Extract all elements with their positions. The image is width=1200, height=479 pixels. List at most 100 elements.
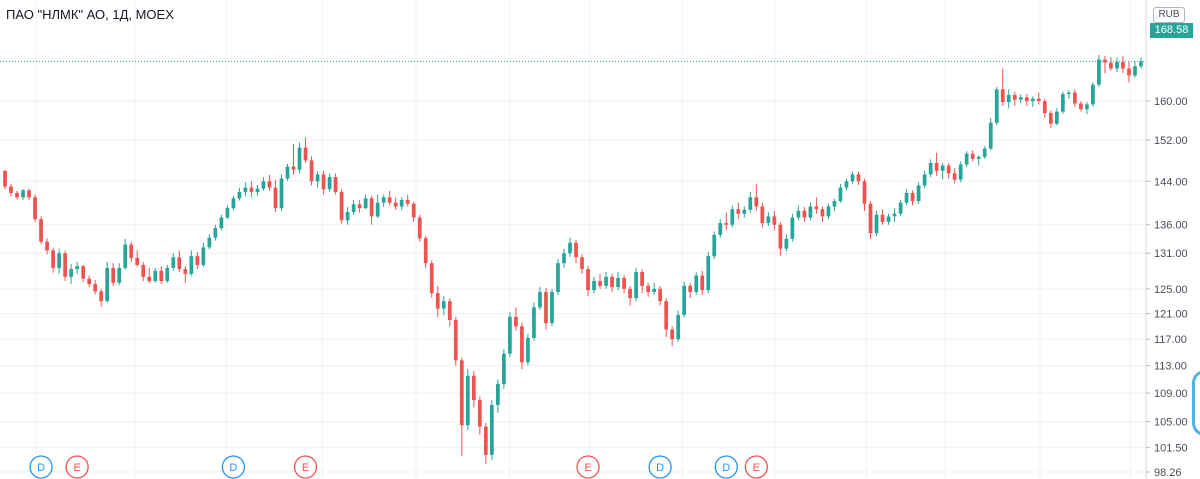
candle-body	[520, 326, 524, 363]
candle-body	[1048, 113, 1053, 124]
candle-body	[1042, 101, 1047, 114]
candle-body	[1073, 92, 1077, 104]
candle-body	[850, 174, 855, 182]
candle-body	[964, 153, 969, 165]
dividend-marker-label: D	[722, 462, 730, 474]
candle-body	[670, 329, 675, 340]
candle-body	[171, 257, 176, 268]
candle-body	[1097, 59, 1101, 85]
candle-body	[628, 288, 632, 299]
earnings-marker	[576, 455, 600, 479]
candle-body	[598, 281, 602, 286]
candle-body	[135, 257, 140, 265]
candle-body	[267, 181, 272, 188]
candle-body	[1091, 84, 1095, 105]
candle-body	[718, 223, 723, 235]
candle-body	[880, 214, 885, 222]
candle-body	[724, 223, 729, 225]
candle-body	[237, 191, 242, 199]
candle-body	[453, 319, 458, 361]
candle-body	[351, 204, 356, 212]
candle-body	[700, 275, 705, 291]
price-tick-label: 109.00	[1154, 388, 1188, 400]
candle-body	[514, 316, 518, 327]
candle-body	[435, 293, 440, 309]
candle-body	[904, 192, 909, 203]
candle-body	[303, 147, 308, 161]
candle-body	[1030, 98, 1035, 102]
candle-body	[970, 153, 975, 159]
candle-body	[39, 219, 43, 242]
candle-body	[33, 197, 37, 220]
candle-body	[748, 197, 753, 210]
candle-body	[387, 197, 392, 203]
candle-body	[375, 202, 380, 217]
candle-body	[820, 209, 825, 217]
candle-body	[417, 217, 422, 239]
candle-body	[574, 242, 578, 258]
candle-body	[532, 307, 536, 338]
candle-body	[321, 174, 326, 190]
candle-body	[21, 190, 25, 198]
candle-body	[429, 263, 434, 294]
candle-body	[1036, 98, 1041, 102]
candle-body	[844, 181, 849, 188]
currency-badge[interactable]: RUB	[1153, 7, 1185, 23]
candle-body	[808, 206, 813, 218]
candle-body	[784, 238, 789, 249]
candle-body	[285, 166, 290, 179]
candle-body	[646, 285, 650, 292]
candle-body	[27, 190, 31, 198]
candle-body	[15, 192, 19, 198]
candle-body	[93, 284, 98, 292]
candle-body	[562, 253, 566, 264]
candle-body	[832, 201, 837, 207]
candle-body	[652, 288, 657, 292]
candle-body	[243, 187, 248, 192]
price-tick-label: 98.26	[1154, 467, 1182, 479]
candle-body	[225, 208, 230, 218]
scroll-handle[interactable]	[1192, 370, 1200, 436]
candle-body	[616, 278, 620, 288]
candle-body	[75, 266, 79, 270]
candle-body	[363, 198, 368, 209]
candle-body	[159, 270, 164, 282]
candle-body	[694, 275, 699, 292]
candle-body	[273, 187, 278, 209]
candle-body	[201, 247, 206, 265]
candle-body	[63, 253, 67, 277]
candle-body	[1133, 66, 1137, 76]
earnings-marker-label: E	[584, 462, 591, 474]
candle-body	[706, 256, 711, 291]
candle-body	[147, 276, 152, 282]
candle-body	[357, 204, 362, 209]
candle-body	[892, 213, 897, 217]
candle-body	[1018, 97, 1023, 100]
candle-body	[1109, 62, 1113, 69]
candle-body	[117, 267, 122, 283]
candle-body	[538, 291, 542, 308]
candle-body	[502, 353, 506, 385]
candle-body	[958, 164, 963, 180]
candle-body	[1067, 92, 1071, 95]
candle-body	[772, 216, 777, 225]
dividend-marker-label: D	[37, 462, 45, 474]
candle-body	[940, 165, 945, 171]
candle-body	[922, 174, 927, 186]
candle-body	[1139, 61, 1143, 67]
candle-body	[802, 210, 807, 218]
candle-body	[1079, 103, 1083, 110]
candle-body	[111, 267, 116, 283]
candle-body	[508, 316, 512, 354]
candle-body	[213, 228, 218, 238]
candle-body	[279, 178, 284, 209]
price-tick-label: 136.00	[1154, 220, 1188, 232]
candle-body	[249, 187, 254, 192]
dividend-marker-label: D	[229, 462, 237, 474]
candle-body	[994, 89, 999, 123]
candle-body	[526, 337, 530, 363]
price-tick-label: 101.50	[1154, 442, 1188, 454]
earnings-marker-label: E	[73, 462, 80, 474]
